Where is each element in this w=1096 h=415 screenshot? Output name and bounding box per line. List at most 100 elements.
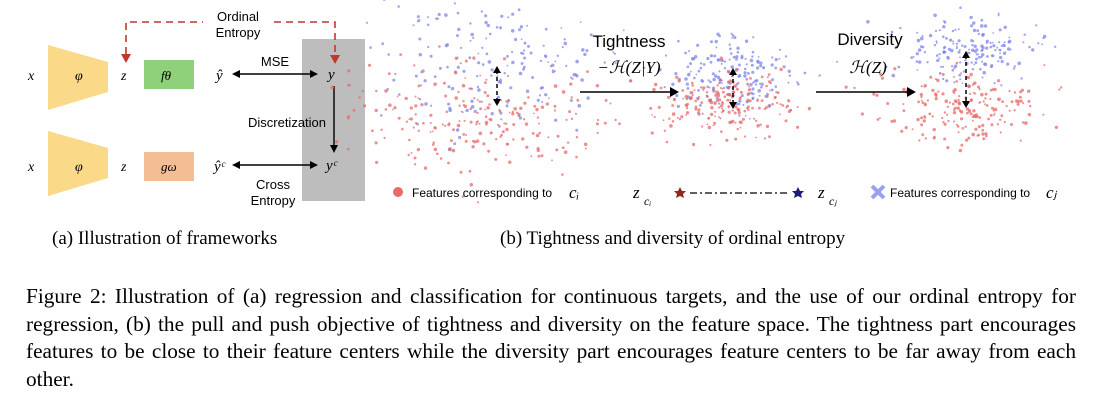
scatter-point-red (769, 81, 772, 85)
scatter-point-red (583, 142, 588, 147)
scatter-point-blue (999, 52, 1001, 55)
scatter-point-blue (397, 5, 400, 8)
scatter-point-red (1021, 121, 1025, 124)
scatter-point-red (483, 91, 487, 94)
scatter-point-blue (490, 74, 493, 77)
scatter-point-red (673, 97, 676, 100)
scatter-point-blue (926, 61, 929, 64)
scatter-point-blue (737, 75, 741, 78)
scatter-point-blue (699, 62, 703, 65)
scatter-point-blue (968, 52, 971, 55)
scatter-point-red (796, 125, 800, 129)
scatter-point-blue (778, 57, 781, 60)
scatter-point-blue (456, 11, 460, 15)
scatter-point-red (970, 98, 973, 101)
scatter-point-blue (951, 68, 955, 72)
scatter-point-red (505, 100, 508, 103)
scatter-point-red (971, 132, 975, 137)
scatter-point-blue (740, 54, 744, 58)
scatter-point-red (920, 99, 923, 102)
scatter-point-blue (917, 48, 922, 52)
scatter-point-blue (412, 24, 415, 27)
scatter-point-red (778, 113, 781, 116)
scatter-point-blue (531, 76, 535, 79)
legend-zci: z (632, 183, 640, 202)
scatter-point-red (737, 81, 740, 84)
scatter-point-red (1008, 89, 1011, 93)
scatter-point-red (991, 106, 994, 110)
scatter-point-blue (554, 60, 557, 63)
scatter-point-blue (891, 73, 896, 78)
scatter-point-red (476, 120, 479, 123)
scatter-point-blue (575, 59, 579, 64)
scatter-point-red (747, 88, 752, 92)
scatter-point-red (527, 96, 530, 99)
scatter-point-blue (696, 43, 700, 47)
scatter-point-red (977, 133, 981, 137)
scatter-point-blue (983, 24, 988, 28)
scatter-point-red (711, 88, 715, 92)
scatter-point-blue (686, 87, 690, 90)
scatter-point-blue (938, 53, 941, 56)
scatter-point-blue (510, 50, 514, 54)
scatter-point-red (973, 92, 977, 95)
y-bottom: yᶜ (324, 158, 338, 174)
scatter-point-blue (547, 61, 549, 63)
scatter-point-blue (663, 86, 666, 89)
scatter-point-blue (529, 51, 533, 55)
scatter-point-blue (981, 32, 985, 37)
scatter-point-red (479, 107, 482, 111)
scatter-point-blue (527, 44, 530, 48)
scatter-point-red (516, 111, 519, 115)
scatter-point-blue (718, 34, 721, 38)
scatter-point-blue (890, 30, 894, 34)
scatter-point-blue (473, 109, 477, 113)
scatter-point-blue (970, 61, 973, 64)
scatter-point-blue (935, 40, 938, 43)
scatter-point-blue (506, 101, 509, 104)
scatter-point-red (473, 97, 476, 100)
ordinal-label: Ordinal (217, 9, 259, 24)
scatter-point-red (984, 92, 988, 96)
scatter-point-blue (506, 64, 509, 67)
scatter-point-red (663, 129, 666, 132)
scatter-point-blue (361, 90, 364, 93)
scatter-point-red (920, 123, 924, 127)
scatter-point-red (422, 121, 425, 125)
scatter-point-red (596, 122, 599, 126)
scatter-point-red (1003, 120, 1007, 124)
scatter-point-red (926, 99, 930, 102)
scatter-point-blue (485, 37, 488, 40)
scatter-point-blue (758, 94, 761, 97)
scatter-point-red (739, 126, 742, 129)
scatter-point-red (911, 128, 914, 131)
scatter-point-red (482, 142, 486, 146)
scatter-point-red (971, 119, 974, 122)
scatter-point-red (566, 141, 570, 144)
scatter-point-blue (470, 32, 475, 37)
center-arrow-2 (729, 68, 737, 109)
scatter-point-red (718, 106, 721, 109)
scatter-point-blue (749, 83, 753, 87)
scatter-point-blue (935, 54, 939, 57)
scatter-point-blue (468, 56, 472, 60)
scatter-point-red (1016, 102, 1020, 106)
scatter-point-red (727, 105, 730, 108)
scatter-point-red (944, 99, 949, 103)
scatter-point-red (719, 87, 722, 89)
scatter-point-blue (689, 63, 692, 65)
scatter-point-red (495, 138, 498, 141)
scatter-point-blue (456, 65, 460, 69)
scatter-point-blue (959, 78, 962, 81)
scatter-point-blue (723, 67, 727, 70)
scatter-point-red (713, 121, 717, 125)
scatter-point-red (545, 102, 550, 106)
scatter-point-blue (506, 54, 509, 58)
scatter-point-blue (980, 24, 984, 28)
scatter-point-red (614, 118, 617, 122)
scatter-point-red (456, 123, 461, 128)
scatter-point-red (953, 120, 956, 123)
scatter-point-red (712, 124, 715, 127)
scatter-point-red (684, 103, 688, 107)
scatter-point-blue (945, 37, 948, 40)
